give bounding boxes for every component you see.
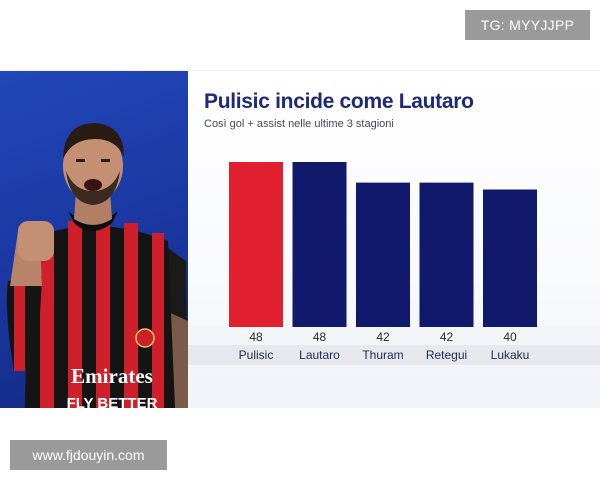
bar-pulisic	[229, 162, 283, 327]
bar-retegui	[419, 182, 474, 327]
value-label-lukaku: 40	[503, 330, 517, 344]
category-label-lautaro: Lautaro	[299, 348, 340, 362]
player-illustration: Emirates FLY BETTER	[6, 123, 188, 408]
bar-thuram	[356, 182, 410, 327]
watermark-top: TG: MYYJJPP	[465, 10, 590, 40]
category-label-retegui: Retegui	[426, 348, 467, 362]
value-band	[188, 327, 600, 345]
label-band	[188, 345, 600, 365]
value-label-pulisic: 48	[249, 330, 263, 344]
shirt-sponsor-tagline: FLY BETTER	[67, 395, 158, 408]
bar-lautaro	[292, 162, 347, 327]
chart-title: Pulisic incide come Lautaro	[204, 90, 474, 113]
value-label-lautaro: 48	[313, 330, 327, 344]
player-photo: Emirates FLY BETTER	[0, 71, 188, 408]
category-label-lukaku: Lukaku	[491, 348, 530, 362]
shirt-sponsor-text: Emirates	[71, 364, 153, 388]
bar-lukaku	[483, 189, 537, 327]
value-label-retegui: 42	[440, 330, 454, 344]
category-label-thuram: Thuram	[362, 348, 403, 362]
chart-subtitle: Così gol + assist nelle ultime 3 stagion…	[204, 118, 394, 130]
watermark-bottom: www.fjdouyin.com	[10, 440, 167, 470]
category-label-pulisic: Pulisic	[239, 348, 274, 362]
value-label-thuram: 42	[376, 330, 390, 344]
